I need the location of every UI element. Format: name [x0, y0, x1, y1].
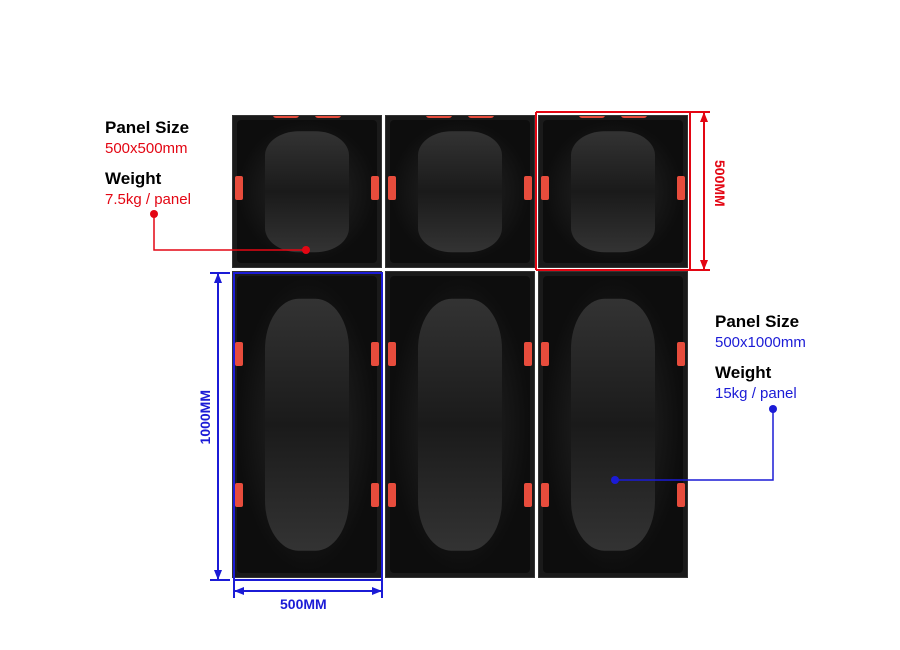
dim-small-height-label: 500MM [712, 160, 728, 207]
label-panel-size: Panel Size [105, 118, 191, 138]
info-small-panel: Panel Size 500x500mm Weight 7.5kg / pane… [105, 118, 191, 208]
panel-large-1 [232, 271, 382, 578]
panel-large-3 [538, 271, 688, 578]
panel-small-3 [538, 115, 688, 268]
dim-large-height-label: 1000MM [197, 390, 213, 444]
leader-dot-large-end [611, 476, 619, 484]
panel-large-2 [385, 271, 535, 578]
label-panel-size-2: Panel Size [715, 312, 806, 332]
leader-dot-small-start [150, 210, 158, 218]
dim-large-width-label: 500MM [280, 596, 327, 612]
leader-dot-large-start [769, 405, 777, 413]
value-weight-small: 7.5kg / panel [105, 191, 191, 208]
diagram-canvas: 500MM 1000MM 500MM Panel Size 500x500mm … [0, 0, 900, 650]
value-weight-large: 15kg / panel [715, 385, 806, 402]
leader-dot-small-end [302, 246, 310, 254]
panel-small-1 [232, 115, 382, 268]
info-large-panel: Panel Size 500x1000mm Weight 15kg / pane… [715, 312, 806, 402]
label-weight-2: Weight [715, 363, 806, 383]
value-panel-size-small: 500x500mm [105, 140, 191, 157]
panel-small-2 [385, 115, 535, 268]
label-weight: Weight [105, 169, 191, 189]
value-panel-size-large: 500x1000mm [715, 334, 806, 351]
